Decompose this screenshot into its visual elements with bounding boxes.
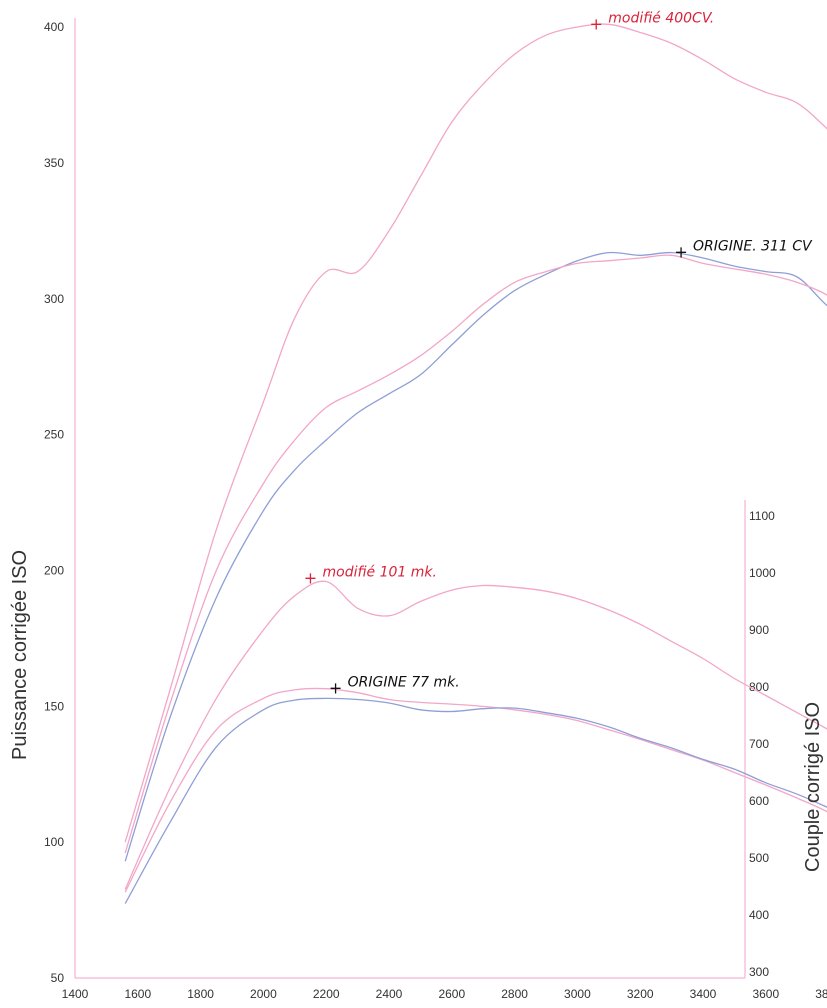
right-tick-label: 500: [749, 851, 769, 865]
x-tick-label: 1600: [124, 987, 151, 1001]
left-tick-label: 50: [51, 971, 65, 985]
left-tick-label: 300: [44, 292, 64, 306]
annotation-marker: +: [674, 243, 687, 262]
x-tick-label: 1400: [62, 987, 89, 1001]
left-axis-label: Puissance corrigée ISO: [9, 550, 31, 760]
x-tick-label: 2200: [313, 987, 340, 1001]
left-tick-label: 250: [44, 428, 64, 442]
series-line-3: [124, 254, 827, 854]
right-tick-label: 1100: [749, 509, 775, 523]
x-tick-label: 3200: [627, 987, 654, 1001]
left-tick-label: 350: [44, 156, 64, 170]
left-tick-label: 400: [44, 20, 64, 34]
annotation-marker: +: [590, 14, 603, 33]
annotation-text: modifié 101 mk.: [323, 565, 437, 581]
right-tick-label: 1000: [749, 566, 776, 580]
series-line-6: [124, 697, 827, 904]
right-tick-label: 300: [749, 965, 769, 979]
right-axis-label: Couple corrigé ISO: [802, 702, 824, 872]
x-tick-label: 1800: [187, 987, 214, 1001]
right-tick-label: 900: [749, 623, 769, 637]
series-lines: [124, 23, 827, 904]
x-tick-label: 2400: [376, 987, 403, 1001]
annotations: + modifié 400CV. + ORIGINE. 311 CV + modifié …: [304, 10, 813, 697]
annotation-marker: +: [304, 569, 317, 588]
right-tick-label: 800: [749, 680, 769, 694]
annotation-marker: +: [329, 679, 342, 698]
right-tick-label: 700: [749, 737, 769, 751]
x-tick-label: 2800: [501, 987, 528, 1001]
right-tick-label: 400: [749, 908, 769, 922]
x-tick-label: 3600: [752, 987, 779, 1001]
series-line-5: [124, 687, 827, 893]
series-line-1: [124, 23, 827, 843]
annotation-text: modifié 400CV.: [608, 10, 714, 26]
left-tick-label: 150: [44, 699, 64, 713]
x-tick-label: 3400: [690, 987, 717, 1001]
x-tick-label: 3800: [815, 987, 827, 1001]
left-tick-label: 100: [44, 835, 64, 849]
right-tick-label: 600: [749, 794, 769, 808]
annotation-text: ORIGINE. 311 CV: [693, 239, 813, 255]
x-tick-label: 3000: [564, 987, 591, 1001]
x-tick-label: 2000: [250, 987, 277, 1001]
annotation-text: ORIGINE 77 mk.: [348, 675, 460, 691]
tick-labels: 1400 1600 1800 2000 2200 2400 2600 2800 3000 3200…: [44, 20, 827, 1001]
left-tick-label: 200: [44, 563, 64, 577]
series-line-2: [124, 251, 827, 862]
axes: [74, 18, 746, 979]
series-line-4: [124, 580, 827, 890]
x-tick-label: 2600: [438, 987, 465, 1001]
